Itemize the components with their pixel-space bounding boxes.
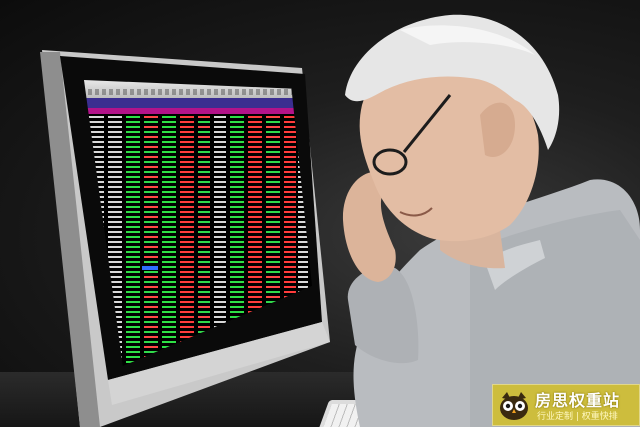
watermark-slogan: 行业定制 | 权重快排 bbox=[537, 412, 618, 422]
ticker-column bbox=[126, 116, 140, 366]
watermark-title: 房思权重站 bbox=[535, 391, 621, 410]
ticker-column bbox=[214, 116, 226, 366]
face bbox=[359, 51, 539, 242]
selected-row-marker bbox=[142, 266, 158, 270]
ticker-column bbox=[298, 116, 308, 366]
ear bbox=[480, 102, 515, 157]
ticker-column bbox=[248, 116, 262, 366]
eyeglasses bbox=[372, 94, 452, 176]
ticker-column bbox=[162, 116, 176, 366]
ticker-grid bbox=[86, 116, 310, 366]
ticker-column bbox=[144, 116, 158, 366]
hair bbox=[345, 14, 560, 151]
ticker-column bbox=[230, 116, 244, 366]
sleeve bbox=[347, 266, 419, 364]
watermark-badge: 房思权重站 行业定制 | 权重快排 bbox=[492, 384, 640, 426]
collar bbox=[485, 240, 545, 290]
ticker-column bbox=[180, 116, 194, 366]
ticker-subheader bbox=[84, 108, 312, 114]
mouth bbox=[399, 207, 433, 217]
ticker-header bbox=[84, 98, 312, 108]
toolbar-icons bbox=[88, 89, 308, 95]
hand bbox=[342, 172, 396, 282]
ticker-column bbox=[198, 116, 210, 366]
owl-logo-icon bbox=[500, 392, 528, 420]
